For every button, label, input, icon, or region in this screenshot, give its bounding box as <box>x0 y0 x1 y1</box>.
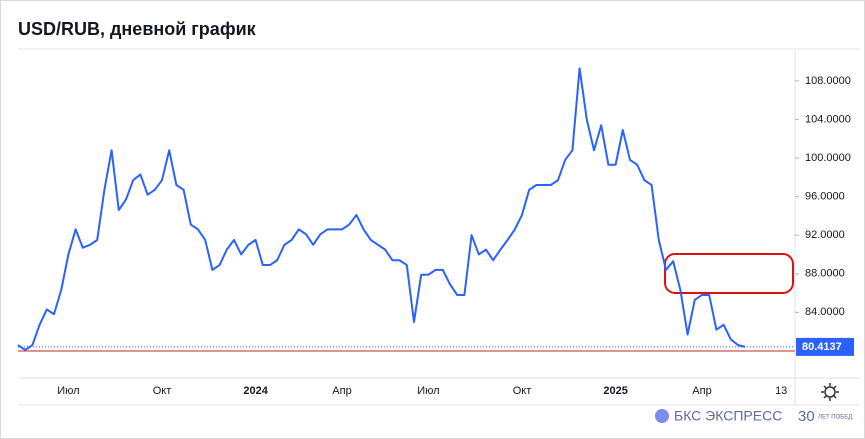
brand: БКС ЭКСПРЕСС <box>674 408 782 424</box>
x-tick-label: Июл <box>417 385 439 397</box>
last-price-label: 80.4137 <box>802 341 842 353</box>
settings-icon[interactable] <box>821 383 839 401</box>
x-tick-label: Апр <box>692 385 711 397</box>
y-tick-label: 96.0000 <box>805 190 845 202</box>
x-tick-label: Окт <box>153 385 172 397</box>
x-tick-label: 13 <box>775 385 787 397</box>
x-tick-label: Апр <box>332 385 351 397</box>
y-tick-label: 92.0000 <box>805 229 845 241</box>
x-tick-label: 2025 <box>603 385 627 397</box>
badge-caption: ЛЕТ ПОБЕД <box>818 415 852 421</box>
x-tick-label: Июл <box>57 385 79 397</box>
brand-logo <box>655 409 669 423</box>
y-tick-label: 100.0000 <box>805 152 851 164</box>
y-tick-label: 84.0000 <box>805 306 845 318</box>
price-line <box>17 67 746 351</box>
chart-title: USD/RUB, дневной график <box>18 19 257 39</box>
x-tick-label: Окт <box>513 385 532 397</box>
y-tick-label: 88.0000 <box>805 268 845 280</box>
highlight-box <box>664 253 794 294</box>
y-tick-label: 104.0000 <box>805 113 851 125</box>
x-tick-label: 2024 <box>243 385 268 397</box>
y-tick-label: 108.0000 <box>805 75 851 87</box>
last-price-tag <box>796 337 854 356</box>
badge: 30 <box>798 408 815 425</box>
